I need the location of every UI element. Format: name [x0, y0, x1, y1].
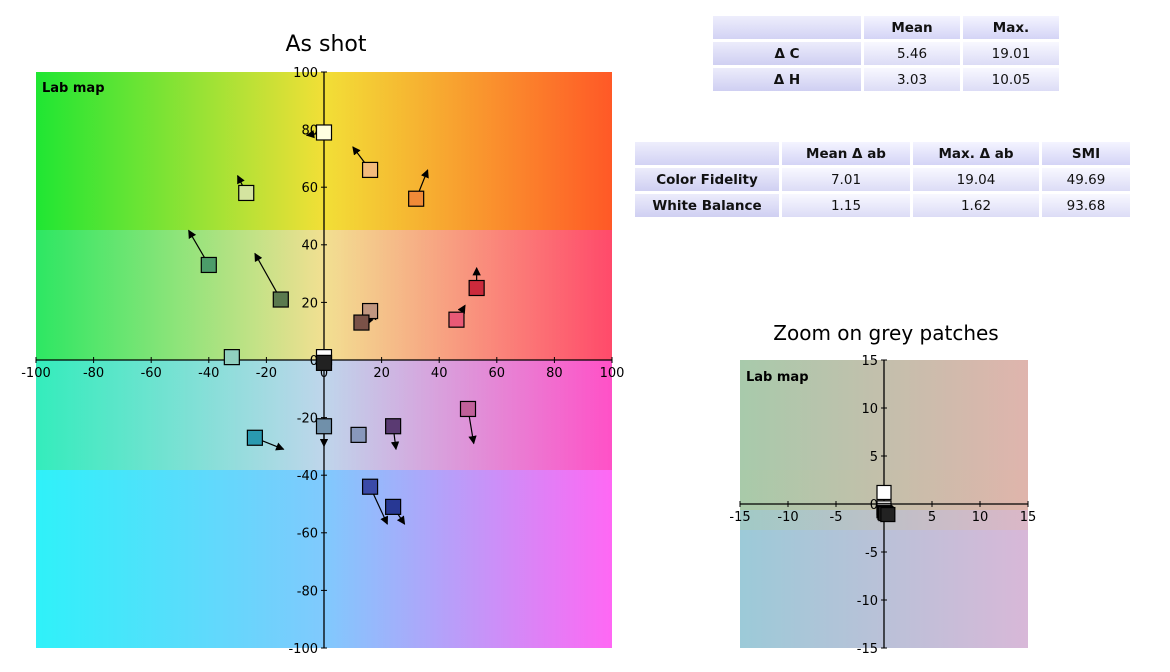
- table-row: Δ H 3.03 10.05: [713, 68, 1059, 91]
- y-tick-label: -10: [857, 594, 878, 609]
- x-tick-label: 100: [600, 366, 625, 381]
- patch-marker: [246, 429, 263, 446]
- patch-marker: [353, 314, 370, 331]
- zoom-chart-title: Zoom on grey patches: [773, 321, 998, 345]
- table1-row-label: Δ H: [713, 68, 861, 91]
- patch-marker: [385, 498, 402, 515]
- patch-marker: [408, 190, 425, 207]
- y-tick-label: 80: [301, 124, 318, 139]
- y-tick-label: 10: [861, 402, 878, 417]
- table2-cell-mean: 7.01: [782, 168, 910, 191]
- table2-header-smi: SMI: [1042, 142, 1130, 165]
- patch-marker: [361, 478, 379, 495]
- x-tick-label: -80: [83, 366, 104, 381]
- table1-row-label: Δ C: [713, 42, 861, 65]
- patch-marker: [315, 418, 333, 435]
- patch-marker: [200, 256, 217, 274]
- x-tick-label: -20: [256, 366, 277, 381]
- x-tick-label: 60: [489, 366, 506, 381]
- main-scatter-layer: -100 -80 -60 -40 -20 0 20 40 60 80 100 -100 -80 -60 -4…: [21, 66, 624, 657]
- x-tick-label: 5: [928, 510, 936, 525]
- y-tick-label: 5: [870, 450, 878, 465]
- y-tick-label: -40: [297, 469, 318, 484]
- table2-cell-mean: 1.15: [782, 194, 910, 217]
- y-tick-label: 60: [301, 181, 318, 196]
- y-tick-label: 0: [310, 354, 318, 369]
- zoom-panel-label: Lab map: [746, 370, 809, 385]
- patch-marker: [315, 354, 333, 371]
- y-tick-label: -80: [297, 584, 318, 599]
- y-tick-label: 40: [301, 239, 318, 254]
- x-tick-label: 80: [546, 366, 563, 381]
- patch-marker: [361, 161, 379, 179]
- y-tick-label: 20: [301, 296, 318, 311]
- y-tick-label: 0: [870, 498, 878, 513]
- y-tick-label: -5: [865, 546, 878, 561]
- table1-cell-mean: 5.46: [864, 42, 960, 65]
- x-tick-label: 0: [320, 366, 328, 381]
- table-row: White Balance 1.15 1.62 93.68: [635, 194, 1130, 217]
- x-tick-label: 10: [972, 510, 989, 525]
- x-tick-label: -100: [21, 366, 51, 381]
- table2-cell-smi: 49.69: [1042, 168, 1130, 191]
- patch-marker: [238, 184, 255, 202]
- patch-marker: [350, 426, 367, 443]
- patch-marker: [223, 349, 240, 366]
- x-tick-label: 20: [373, 366, 390, 381]
- main-chart-title: As shot: [286, 32, 367, 57]
- table2-header-max: Max. Δ ab: [913, 142, 1039, 165]
- table1-corner: [713, 16, 861, 39]
- table2-cell-smi: 93.68: [1042, 194, 1130, 217]
- main-panel-label: Lab map: [42, 81, 105, 96]
- patch-marker: [876, 484, 892, 501]
- y-tick-label: 100: [293, 66, 318, 81]
- x-tick-label: -15: [729, 510, 750, 525]
- table1-cell-max: 19.01: [963, 42, 1059, 65]
- table2-cell-max: 19.04: [913, 168, 1039, 191]
- patch-marker: [272, 291, 289, 308]
- table-row: Color Fidelity 7.01 19.04 49.69: [635, 168, 1130, 191]
- y-tick-label: -60: [297, 527, 318, 542]
- patch-marker: [315, 124, 333, 141]
- patch-marker: [468, 279, 485, 297]
- x-tick-label: -10: [777, 510, 798, 525]
- patch-marker: [880, 506, 896, 523]
- x-tick-label: -5: [830, 510, 843, 525]
- table2-row-label: White Balance: [635, 194, 779, 217]
- x-tick-label: 40: [431, 366, 448, 381]
- table2-row-label: Color Fidelity: [635, 168, 779, 191]
- x-tick-label: -60: [141, 366, 162, 381]
- table2-header-mean: Mean Δ ab: [782, 142, 910, 165]
- x-tick-label: 15: [1020, 510, 1037, 525]
- patch-marker: [385, 418, 402, 435]
- y-tick-label: -20: [297, 412, 318, 427]
- y-tick-label: 15: [861, 354, 878, 369]
- y-tick-label: -100: [288, 642, 318, 657]
- table1-header-mean: Mean: [864, 16, 960, 39]
- patch-marker: [448, 311, 465, 328]
- table1-cell-mean: 3.03: [864, 68, 960, 91]
- table1-header-max: Max.: [963, 16, 1059, 39]
- fidelity-table: Mean Δ ab Max. Δ ab SMI Color Fidelity 7…: [632, 139, 1133, 220]
- table1-cell-max: 10.05: [963, 68, 1059, 91]
- table-row: Δ C 5.46 19.01: [713, 42, 1059, 65]
- delta-c-h-table: Mean Max. Δ C 5.46 19.01 Δ H 3.03 10.05: [710, 13, 1062, 94]
- table2-corner: [635, 142, 779, 165]
- y-tick-label: -15: [857, 642, 878, 657]
- patch-marker: [459, 400, 477, 418]
- x-tick-label: -40: [198, 366, 219, 381]
- table2-cell-max: 1.62: [913, 194, 1039, 217]
